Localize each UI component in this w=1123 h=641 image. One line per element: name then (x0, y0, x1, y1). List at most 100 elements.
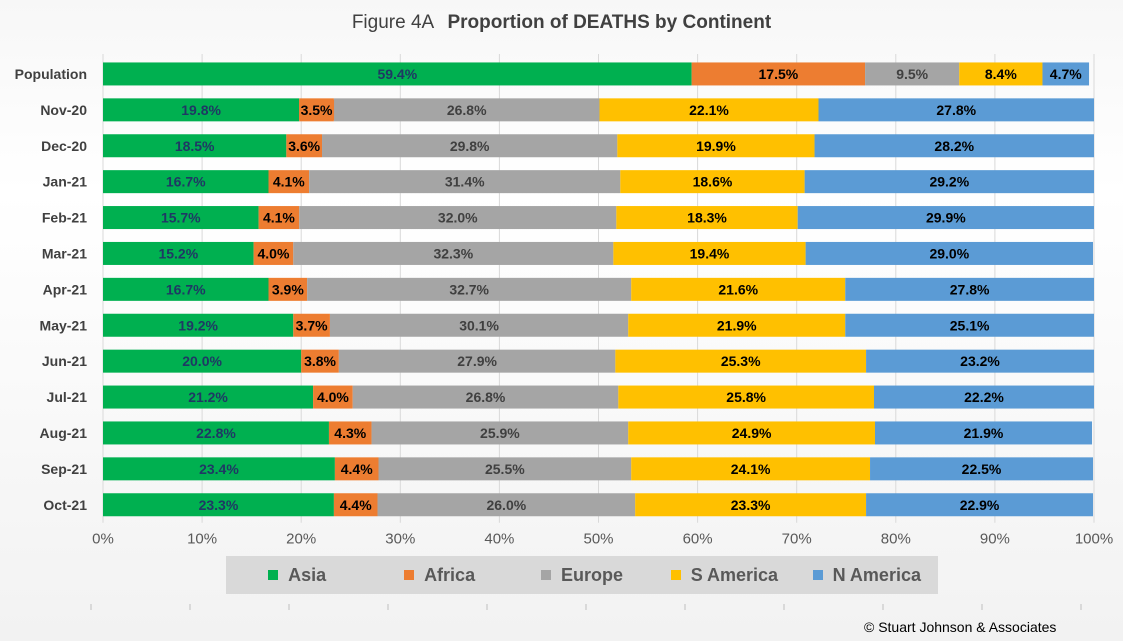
data-label: 29.0% (929, 245, 969, 261)
data-label: 16.7% (166, 174, 206, 190)
bar-segment (618, 385, 874, 409)
data-label: 26.8% (466, 389, 506, 405)
bar-segment (293, 241, 614, 265)
legend-label: S America (690, 564, 779, 585)
data-label: 3.7% (296, 317, 328, 333)
bottom-axis-ticks (90, 604, 1082, 610)
data-label: 17.5% (759, 66, 799, 82)
bar-segment (329, 313, 629, 337)
data-label: 25.8% (726, 389, 766, 405)
bar-segment (333, 98, 600, 122)
x-tick-label: 10% (187, 531, 217, 548)
bar-segment (797, 206, 1094, 230)
bar-segment (874, 421, 1093, 445)
data-label: 21.6% (718, 281, 758, 297)
data-label: 29.8% (450, 138, 490, 154)
x-tick-label: 80% (881, 531, 911, 548)
data-label-bg (299, 99, 335, 120)
bar-segment (377, 493, 636, 517)
chart-title-prefix: Figure 4A (351, 12, 435, 33)
bar-segments (103, 62, 1094, 517)
data-label: 26.0% (486, 497, 526, 513)
bar-segment (378, 457, 632, 481)
data-label: 59.4% (377, 66, 417, 82)
data-label: 27.9% (457, 353, 497, 369)
data-label: 19.2% (178, 317, 218, 333)
bar-segment (873, 385, 1094, 409)
data-label: 4.7% (1050, 66, 1082, 82)
data-label: 22.8% (196, 425, 236, 441)
bar-segment (628, 421, 875, 445)
legend-item: Africa (368, 556, 510, 594)
bar-segment (103, 313, 294, 337)
bar-segment (865, 62, 960, 86)
bar-segment (617, 134, 815, 158)
data-label: 32.7% (449, 281, 489, 297)
bar-segment (866, 493, 1094, 517)
data-label: 32.0% (438, 210, 478, 226)
y-category-label: Jan-21 (43, 174, 88, 190)
data-label: 4.0% (257, 245, 289, 261)
data-label: 19.4% (690, 245, 730, 261)
data-label: 24.9% (732, 425, 772, 441)
legend-label: Africa (424, 564, 476, 585)
data-label: 15.2% (158, 245, 198, 261)
data-label: 4.3% (334, 425, 366, 441)
data-label: 3.8% (304, 353, 336, 369)
bar-segment (103, 493, 334, 517)
y-category-label: Oct-21 (43, 497, 87, 513)
legend-swatch (268, 570, 279, 580)
x-tick-label: 90% (980, 531, 1010, 548)
bar-segment (866, 349, 1094, 373)
data-label: 21.2% (188, 389, 228, 405)
bar-segment (845, 277, 1094, 301)
data-label: 18.6% (693, 174, 733, 190)
data-label: 28.2% (934, 138, 974, 154)
data-label: 4.4% (340, 497, 372, 513)
bar-segment (103, 457, 335, 481)
data-label: 25.5% (485, 461, 525, 477)
legend-label: Asia (288, 564, 327, 585)
x-tick-label: 70% (782, 531, 812, 548)
bar-segment (620, 170, 805, 194)
y-category-label: Nov-20 (40, 102, 87, 118)
bar-segment (299, 206, 617, 230)
data-label-bg (271, 171, 307, 192)
copyright-credit: © Stuart Johnson & Associates (864, 619, 1057, 635)
bar-segment (814, 134, 1094, 158)
y-category-label: Mar-21 (42, 245, 87, 261)
legend-label: Europe (560, 564, 623, 585)
bar-segment (103, 206, 259, 230)
data-labels: 59.4% 17.5% 9.5% 8.4% 4.7% 19.8% 3.5% 26.8% 22.1… (158, 66, 1082, 515)
legend-item: Asia (226, 556, 368, 594)
data-label: 25.3% (721, 353, 761, 369)
chart-title-main: Proportion of DEATHS by Continent (447, 12, 772, 33)
bar-segment (870, 457, 1094, 481)
data-label-bg (332, 422, 368, 443)
bar-segment (616, 206, 798, 230)
legend-swatch (670, 570, 681, 580)
x-tick-label: 50% (583, 531, 613, 548)
bar-segment (103, 385, 314, 409)
legend-item: S America (653, 556, 795, 594)
chart-title: Figure 4A Proportion of DEATHS by Contin… (0, 12, 1123, 34)
data-label-bg (339, 458, 375, 479)
bar-segment (103, 170, 269, 194)
x-tick-label: 40% (484, 531, 514, 548)
data-label: 16.7% (166, 281, 206, 297)
bar-segment (103, 134, 287, 158)
data-label-bg (315, 387, 351, 408)
legend-swatch (812, 570, 823, 580)
y-category-label: Apr-21 (43, 281, 88, 297)
data-label: 21.9% (717, 317, 757, 333)
bar-segment (103, 349, 302, 373)
bar-segment (309, 170, 621, 194)
data-label: 23.4% (199, 461, 239, 477)
data-label: 4.4% (341, 461, 373, 477)
data-label-bg (270, 279, 306, 300)
data-label: 26.8% (447, 102, 487, 118)
data-label-bg (294, 315, 330, 336)
bar-segment (845, 313, 1094, 337)
y-category-label: Feb-21 (42, 210, 87, 226)
